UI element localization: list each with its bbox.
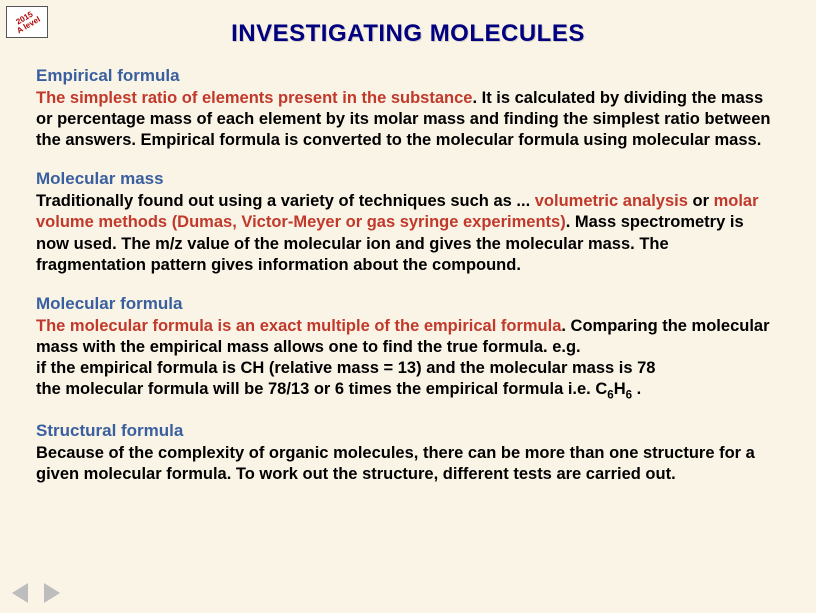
molmass-red: volumetric analysis — [535, 192, 688, 210]
para-empirical: The simplest ratio of elements present i… — [36, 88, 780, 151]
level-badge: 2015 A level — [6, 6, 48, 38]
heading-struct: Structural formula — [36, 421, 780, 441]
molform-line3b: H — [614, 380, 626, 398]
molform-line2: if the empirical formula is CH (relative… — [36, 359, 655, 377]
section-molform: Molecular formula The molecular formula … — [36, 294, 780, 403]
next-arrow-icon[interactable] — [44, 583, 60, 603]
section-molmass: Molecular mass Traditionally found out u… — [36, 169, 780, 275]
para-struct: Because of the complexity of organic mol… — [36, 443, 780, 485]
molmass-lead: Traditionally found out using a variety … — [36, 192, 535, 210]
molform-line3c: . — [632, 380, 641, 398]
para-molform: The molecular formula is an exact multip… — [36, 316, 780, 403]
heading-empirical: Empirical formula — [36, 66, 780, 86]
heading-molmass: Molecular mass — [36, 169, 780, 189]
content: Empirical formula The simplest ratio of … — [0, 48, 816, 485]
section-struct: Structural formula Because of the comple… — [36, 421, 780, 485]
molform-red: The molecular formula is an exact multip… — [36, 317, 561, 335]
molmass-mid: or — [688, 192, 714, 210]
molform-line3a: the molecular formula will be 78/13 or 6… — [36, 380, 607, 398]
level-badge-text: 2015 A level — [12, 9, 42, 36]
section-empirical: Empirical formula The simplest ratio of … — [36, 66, 780, 151]
para-molmass: Traditionally found out using a variety … — [36, 191, 780, 275]
empirical-red: The simplest ratio of elements present i… — [36, 89, 472, 107]
heading-molform: Molecular formula — [36, 294, 780, 314]
prev-arrow-icon[interactable] — [12, 583, 28, 603]
page-title: INVESTIGATING MOLECULES — [0, 0, 816, 48]
